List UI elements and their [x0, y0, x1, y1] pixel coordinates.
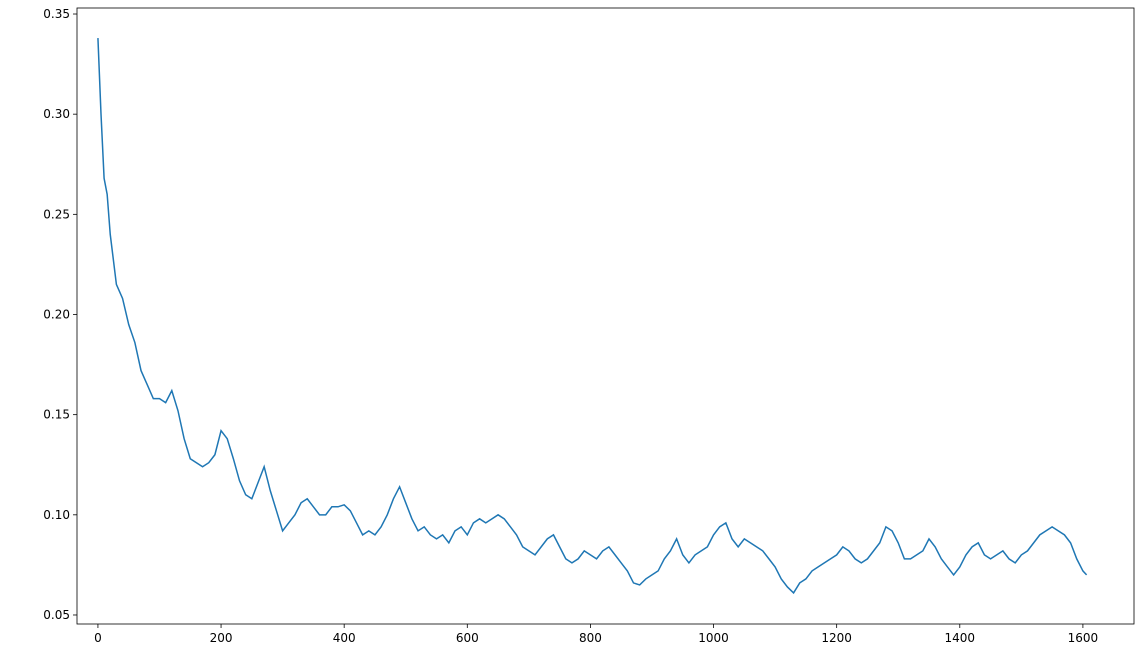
line-series [97, 38, 1088, 595]
x-tick-label: 600 [456, 631, 479, 645]
y-tick-label: 0.25 [43, 207, 70, 221]
y-tick-label: 0.20 [43, 307, 70, 321]
x-tick-label: 800 [579, 631, 602, 645]
y-tick-label: 0.15 [43, 408, 70, 422]
y-tick-label: 0.05 [43, 608, 70, 622]
x-tick-label: 1200 [821, 631, 852, 645]
y-tick-label: 0.30 [43, 107, 70, 121]
x-tick-label: 1600 [1068, 631, 1099, 645]
x-tick-label: 200 [210, 631, 233, 645]
x-tick-label: 0 [94, 631, 102, 645]
y-tick-label: 0.10 [43, 508, 70, 522]
axes-frame [76, 7, 1135, 625]
x-tick-label: 400 [333, 631, 356, 645]
x-tick-label: 1000 [698, 631, 729, 645]
y-tick-label: 0.35 [43, 7, 70, 21]
x-tick-label: 1400 [945, 631, 976, 645]
